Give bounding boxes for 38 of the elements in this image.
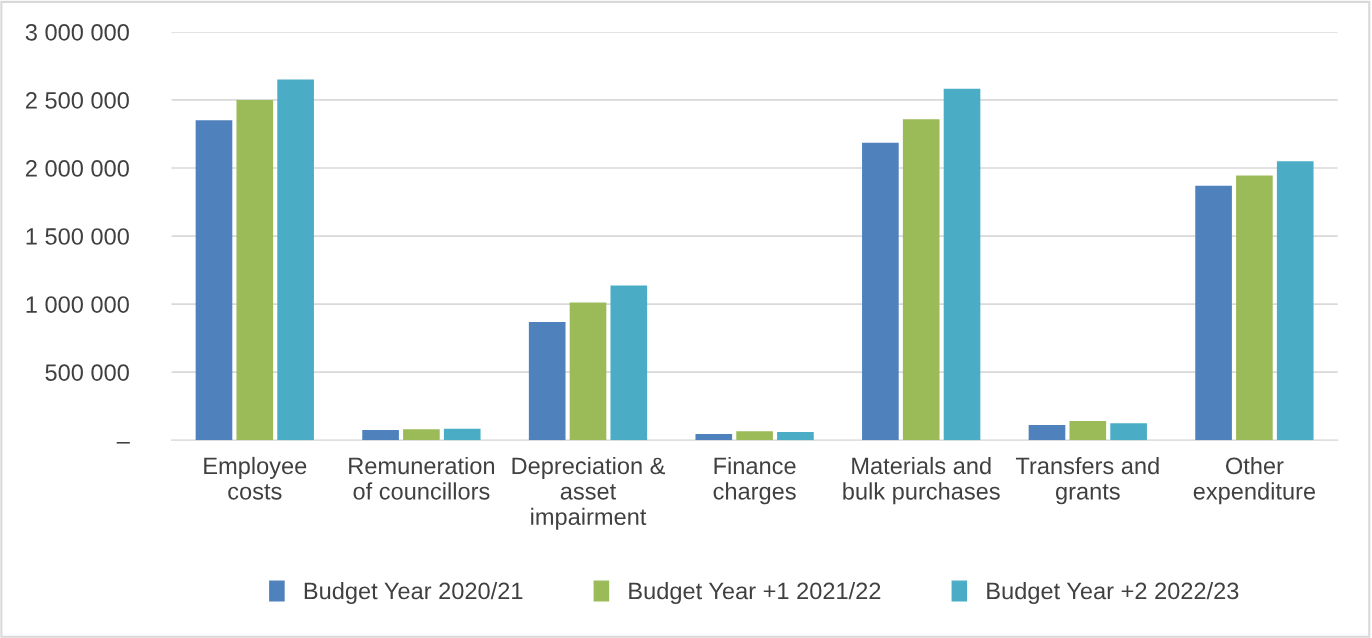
x-tick-label: Other expenditure [1193,456,1316,505]
x-tick-label: Materials and bulk purchases [843,456,1000,505]
x-tick-label: Employee costs [204,456,307,500]
bar [943,88,981,441]
legend-label: Budget Year 2020/21 [304,581,523,604]
bar [362,430,399,441]
bar [862,142,899,441]
x-tick-label: Transfers and grants [1015,456,1159,505]
legend-label: Budget Year +1 2021/22 [629,581,881,604]
y-tick-label: 500 000 [45,364,129,381]
bar [443,428,481,441]
bar [1110,423,1147,441]
x-tick-label: Remuneration of councillors [349,456,495,500]
y-tick-label: 1 500 000 [26,228,129,245]
bar [277,79,314,441]
bar [236,99,274,441]
bar [695,434,733,441]
bar [736,431,773,441]
bar [1236,175,1273,441]
bar [1195,185,1232,441]
bar [777,432,814,441]
y-tick-label: 1 000 000 [26,296,129,313]
legend-label: Budget Year +2 2022/23 [987,581,1239,604]
y-tick-label: 2 000 000 [25,160,129,177]
bar [528,322,566,441]
y-tick-label: – [116,441,130,444]
x-tick-label: Finance charges [713,456,796,505]
bar [1028,424,1066,441]
bar [569,302,607,441]
y-tick-label: 2 500 000 [25,92,129,109]
x-tick-label: Depreciation & asset impairment [512,456,666,530]
bar [403,429,440,441]
bar [1069,420,1107,441]
bar [195,120,233,441]
bar [610,285,648,441]
bar [1276,161,1314,441]
y-tick-label: 3 000 000 [25,23,129,41]
bar [902,119,940,441]
